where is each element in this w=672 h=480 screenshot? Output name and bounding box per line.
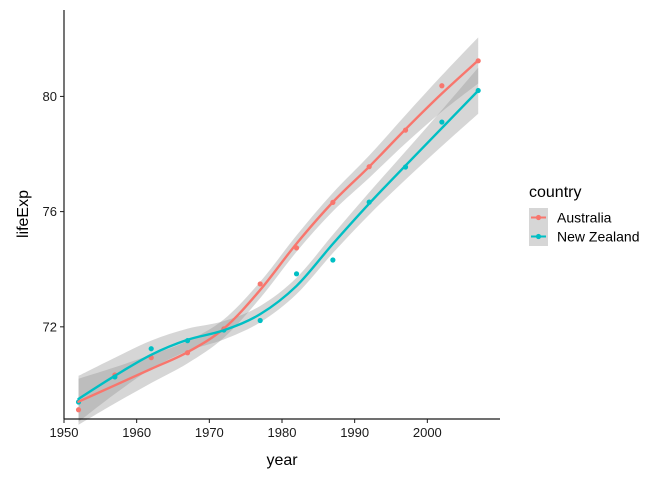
trend-line-2 — [77, 89, 480, 401]
y-tick-label: 80 — [43, 89, 57, 104]
data-point — [439, 119, 445, 125]
legend: country Australia New Zealand — [529, 184, 640, 246]
data-point — [148, 346, 154, 352]
legend-label: New Zealand — [557, 229, 640, 245]
confidence-band-1 — [78, 37, 479, 425]
legend-label: Australia — [557, 210, 612, 226]
x-tick-label: 1980 — [268, 425, 297, 440]
y-axis-ticks: 72 76 80 — [43, 89, 64, 334]
legend-key-point — [535, 233, 542, 240]
x-tick-label: 1960 — [122, 425, 151, 440]
data-point — [439, 83, 445, 89]
y-tick-label: 72 — [43, 319, 57, 334]
data-point — [293, 271, 300, 277]
x-tick-label: 2000 — [413, 425, 442, 440]
x-axis-ticks: 1950 1960 1970 1980 1990 2000 — [50, 419, 442, 440]
x-axis-title: year — [266, 452, 298, 469]
confidence-band-2 — [78, 67, 479, 422]
data-point — [257, 281, 263, 287]
trend-line-1 — [77, 59, 480, 403]
plot-area — [75, 37, 481, 425]
data-point — [257, 317, 263, 324]
legend-key-point — [535, 214, 542, 221]
data-point — [330, 257, 336, 263]
x-tick-label: 1970 — [195, 425, 224, 440]
legend-title: country — [529, 184, 581, 201]
data-point — [75, 407, 82, 413]
y-axis-title: lifeExp — [15, 190, 32, 238]
x-tick-label: 1990 — [340, 425, 369, 440]
x-tick-label: 1950 — [50, 425, 79, 440]
y-tick-label: 76 — [43, 204, 57, 219]
